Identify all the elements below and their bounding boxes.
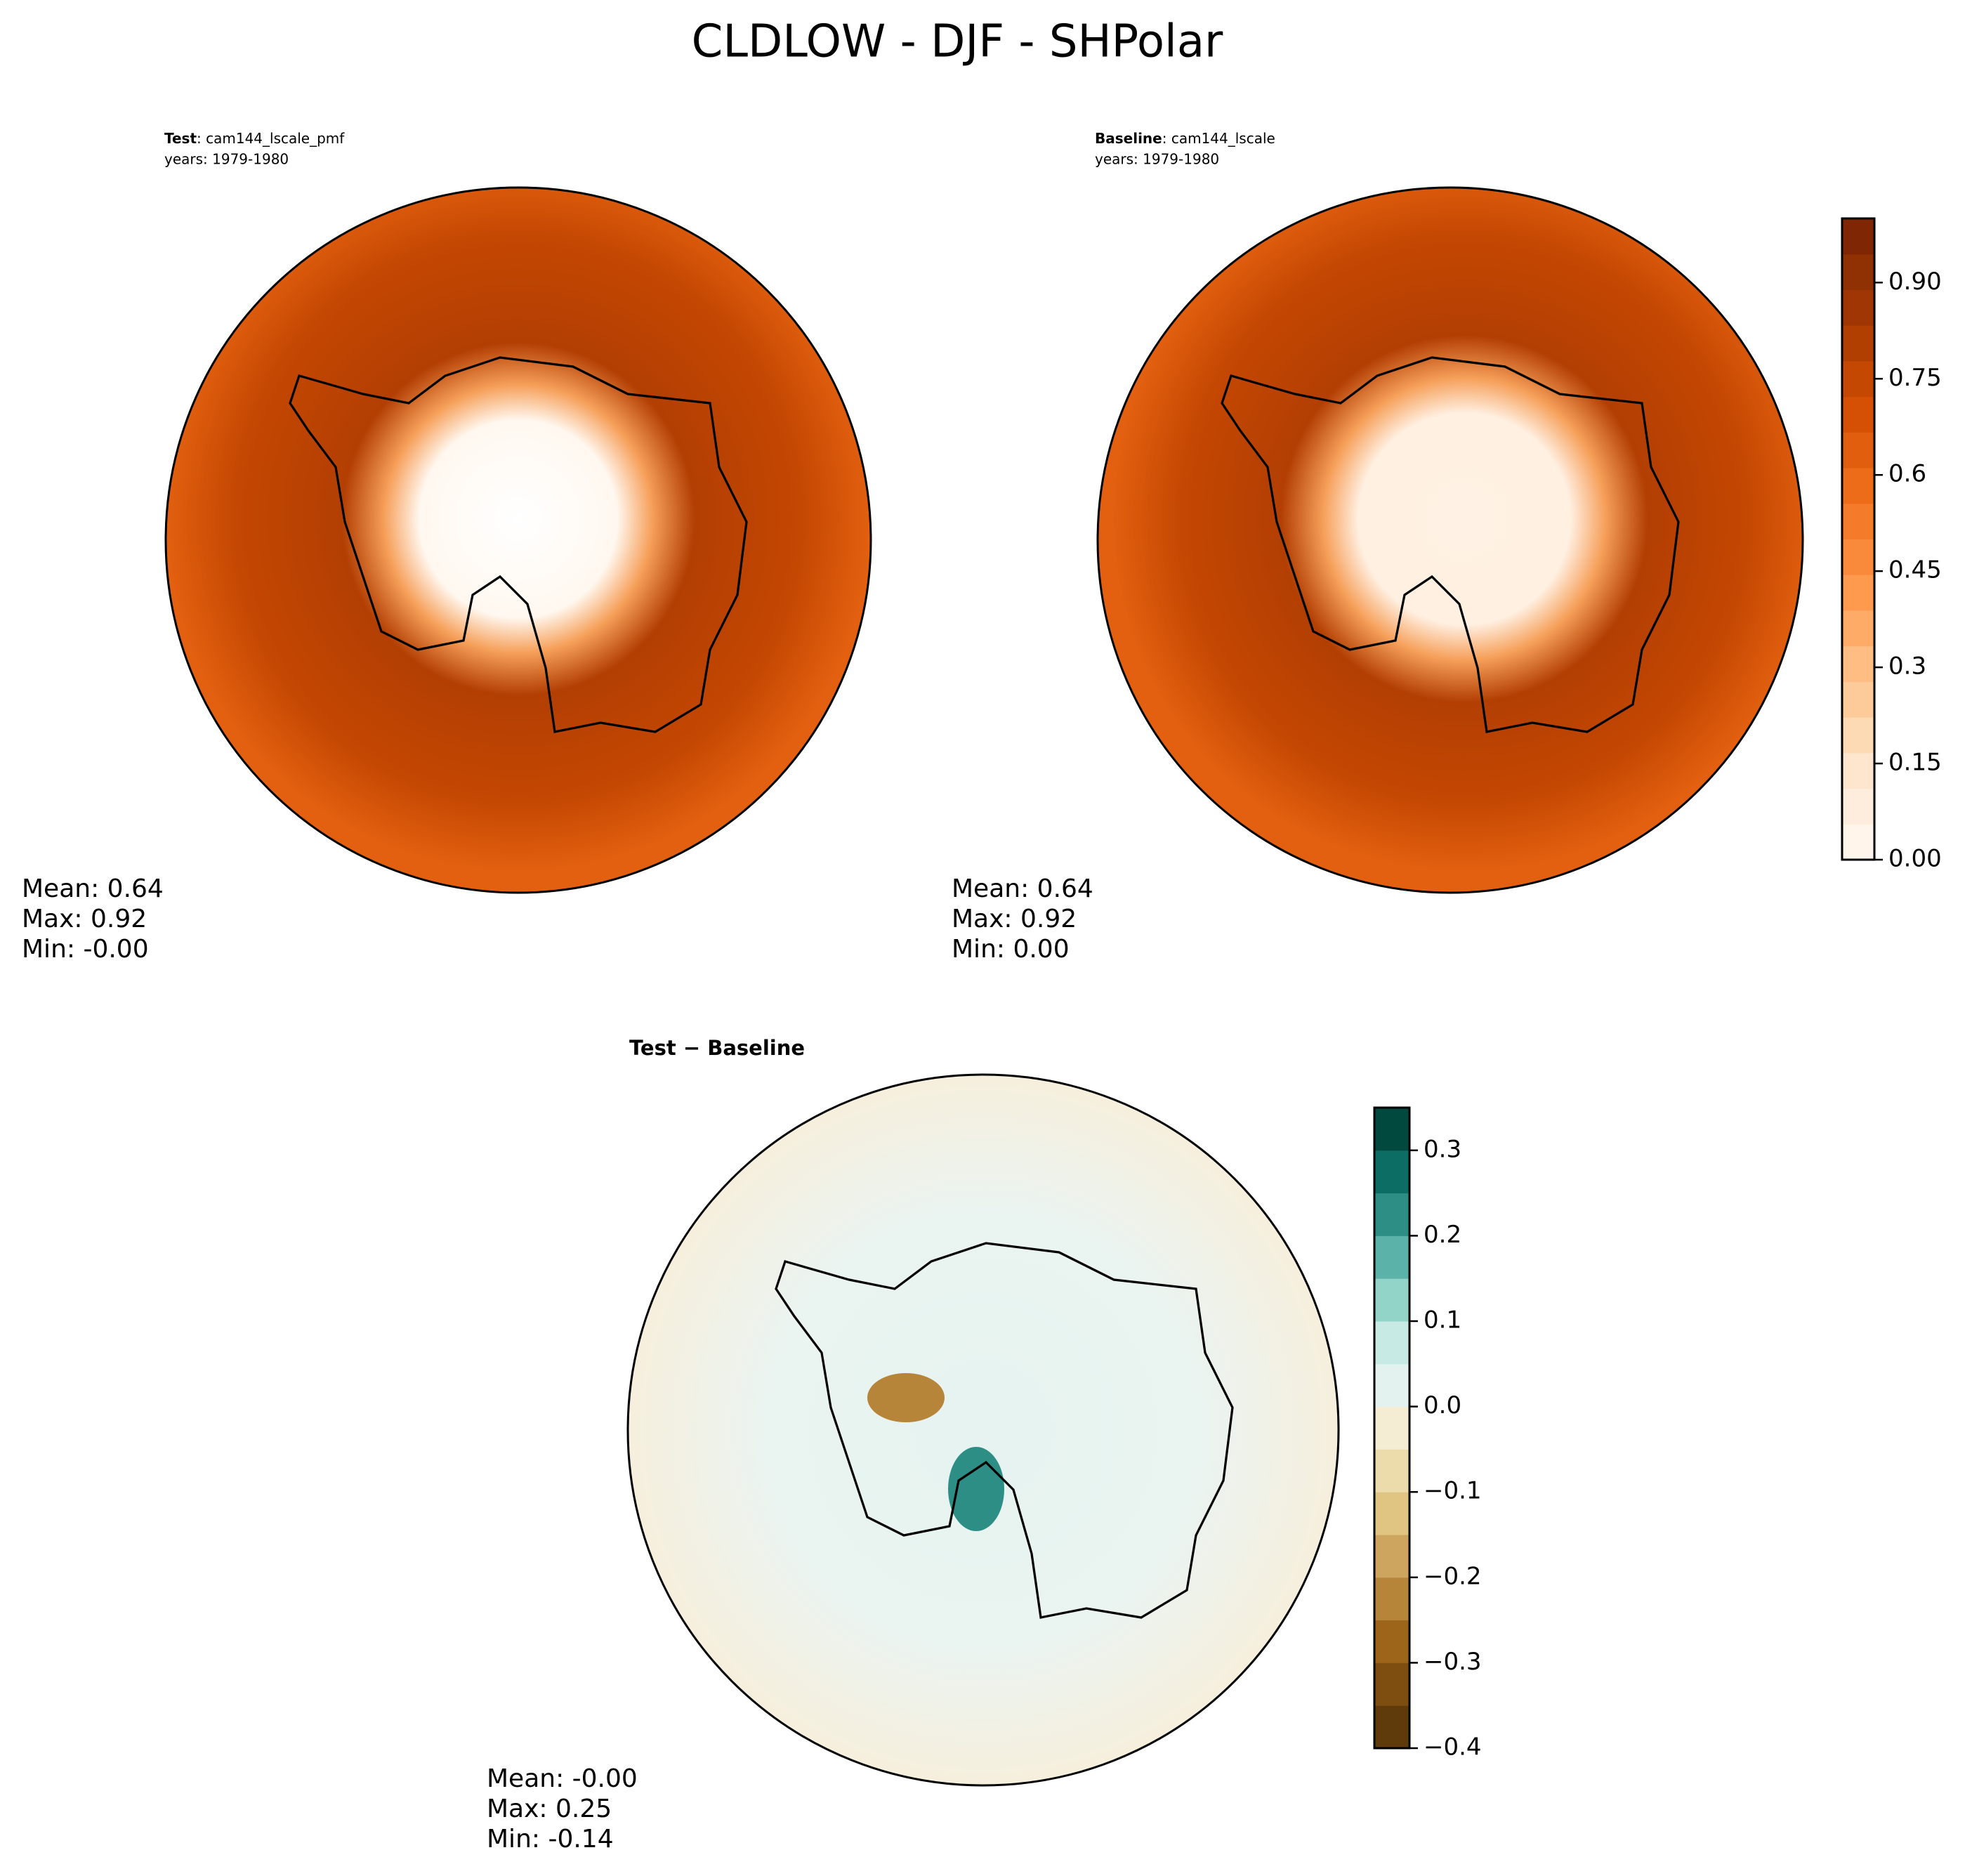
colorbar-segment: [1842, 289, 1874, 326]
colorbar-segment: [1842, 432, 1874, 468]
colorbar-segment: [1842, 396, 1874, 433]
map: [626, 1073, 1340, 1787]
colorbar-segment: [1374, 1363, 1409, 1408]
colorbar-segment: [1842, 468, 1874, 504]
panel-label: Test: cam144_lscale_pmf: [164, 130, 345, 147]
tick-label: −0.2: [1424, 1562, 1482, 1590]
colorbar-segment: [1374, 1492, 1409, 1535]
tick-label: 0.90: [1888, 268, 1942, 296]
panel-label: Test − Baseline: [629, 1036, 805, 1060]
title: CLDLOW - DJF - SHPolar: [692, 16, 1223, 68]
colorbar-segment: [1374, 1278, 1409, 1322]
tick-label: 0.6: [1888, 460, 1926, 488]
colorbar-segment: [1374, 1235, 1409, 1279]
label-bold: Test: [164, 130, 197, 147]
colorbar-segment: [1374, 1321, 1409, 1365]
tick-label: 0.15: [1888, 749, 1942, 777]
tick-label: 0.1: [1424, 1306, 1461, 1334]
stat: Max: 0.92: [22, 905, 147, 933]
tick-label: 0.0: [1424, 1391, 1461, 1419]
tick-label: 0.3: [1424, 1135, 1461, 1163]
tick-label: −0.3: [1424, 1648, 1482, 1676]
tick-label: 0.2: [1424, 1221, 1461, 1249]
label-bold: Baseline: [1095, 130, 1162, 147]
stat: Mean: -0.00: [487, 1764, 638, 1793]
colorbar-segment: [1842, 254, 1874, 290]
stat: Min: 0.00: [952, 935, 1070, 964]
colorbar-segment: [1374, 1449, 1409, 1493]
colorbar-segment: [1374, 1108, 1409, 1151]
colorbar-segment: [1842, 610, 1874, 647]
colorbar-segment: [1842, 360, 1874, 398]
colorbar-segment: [1842, 325, 1874, 362]
colorbar-segment: [1374, 1406, 1409, 1450]
tick-label: −0.1: [1424, 1477, 1482, 1505]
colorbar-segment: [1842, 539, 1874, 575]
colorbar-segment: [1842, 824, 1874, 860]
stat: Mean: 0.64: [22, 874, 164, 903]
colorbar-segment: [1842, 681, 1874, 718]
tick-label: 0.3: [1888, 652, 1926, 681]
tick-label: −0.4: [1424, 1733, 1482, 1762]
years: years: 1979-1980: [164, 151, 289, 168]
colorbar-segment: [1842, 218, 1874, 255]
years: years: 1979-1980: [1095, 151, 1219, 168]
stat: Min: -0.00: [22, 935, 149, 964]
colorbar-segment: [1374, 1620, 1409, 1663]
map: [164, 186, 872, 894]
colorbar-frame: [1373, 1106, 1411, 1750]
stat: Max: 0.25: [487, 1795, 612, 1823]
stat: Min: -0.14: [487, 1825, 614, 1854]
panel-label: Baseline: cam144_lscale: [1095, 130, 1275, 147]
tick-label: 0.00: [1888, 845, 1942, 873]
anomaly: [867, 1373, 945, 1422]
colorbar-segment: [1842, 752, 1874, 789]
colorbar-segment: [1374, 1535, 1409, 1578]
colorbar-segment: [1374, 1577, 1409, 1621]
colorbar-segment: [1842, 717, 1874, 754]
stat: Mean: 0.64: [952, 874, 1093, 903]
label-name: : cam144_lscale: [1162, 130, 1275, 147]
map: [1096, 186, 1804, 894]
colorbar-segment: [1842, 788, 1874, 825]
stat: Max: 0.92: [952, 905, 1077, 933]
tick-label: 0.45: [1888, 556, 1942, 584]
colorbar-frame: [1841, 217, 1876, 861]
tick-label: 0.75: [1888, 364, 1942, 392]
colorbar-segment: [1842, 575, 1874, 611]
colorbar-segment: [1842, 645, 1874, 682]
colorbar-segment: [1374, 1150, 1409, 1194]
colorbar-segment: [1374, 1193, 1409, 1236]
colorbar-segment: [1374, 1662, 1409, 1706]
label-name: : cam144_lscale_pmf: [197, 130, 345, 147]
colorbar-segment: [1842, 503, 1874, 539]
colorbar-segment: [1374, 1705, 1409, 1749]
